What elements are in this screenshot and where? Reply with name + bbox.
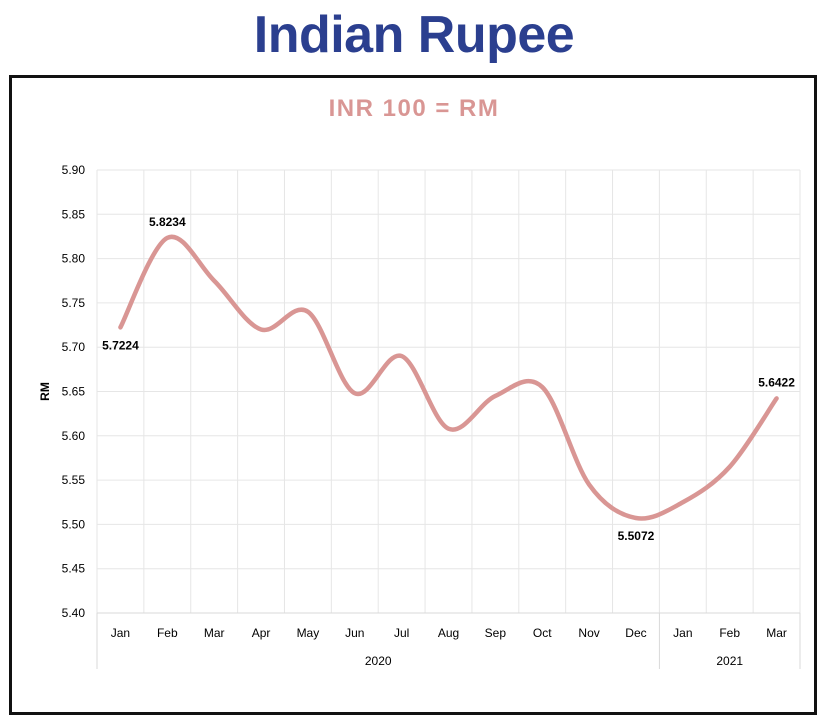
x-tick-label: Oct	[533, 626, 552, 640]
y-tick-label: 5.90	[62, 163, 86, 177]
y-tick-label: 5.50	[62, 517, 86, 531]
x-tick-label: Jun	[345, 626, 364, 640]
x-tick-label: Sep	[485, 626, 507, 640]
y-tick-label: 5.65	[62, 385, 86, 399]
x-tick-label: Feb	[157, 626, 178, 640]
y-tick-label: 5.75	[62, 296, 86, 310]
x-tick-label: Nov	[578, 626, 599, 640]
page-heading: Indian Rupee	[253, 6, 575, 64]
x-tick-label: Apr	[252, 626, 271, 640]
y-tick-label: 5.70	[62, 340, 86, 354]
y-tick-label: 5.80	[62, 252, 86, 266]
y-tick-label: 5.45	[62, 562, 86, 576]
x-tick-label: Jan	[111, 626, 130, 640]
x-tick-label: Jan	[673, 626, 692, 640]
x-tick-label: Aug	[438, 626, 459, 640]
y-tick-label: 5.85	[62, 207, 86, 221]
x-tick-label: Mar	[766, 626, 787, 640]
series-line	[118, 234, 779, 521]
x-tick-label: Feb	[719, 626, 740, 640]
y-tick-label: 5.55	[62, 473, 86, 487]
x-tick-label: Dec	[625, 626, 646, 640]
x-tick-label: Jul	[394, 626, 409, 640]
data-label: 5.5072	[618, 529, 655, 543]
x-group-label: 2021	[716, 654, 743, 668]
data-label: 5.6422	[758, 375, 795, 389]
y-axis-title: RM	[38, 382, 52, 401]
data-label: 5.8234	[149, 215, 186, 229]
data-label: 5.7224	[102, 338, 139, 352]
y-tick-label: 5.40	[62, 606, 86, 620]
x-group-label: 2020	[365, 654, 392, 668]
x-tick-label: May	[297, 626, 320, 640]
chart-title: INR 100 = RM	[329, 95, 500, 122]
y-tick-label: 5.60	[62, 429, 86, 443]
x-tick-label: Mar	[204, 626, 225, 640]
